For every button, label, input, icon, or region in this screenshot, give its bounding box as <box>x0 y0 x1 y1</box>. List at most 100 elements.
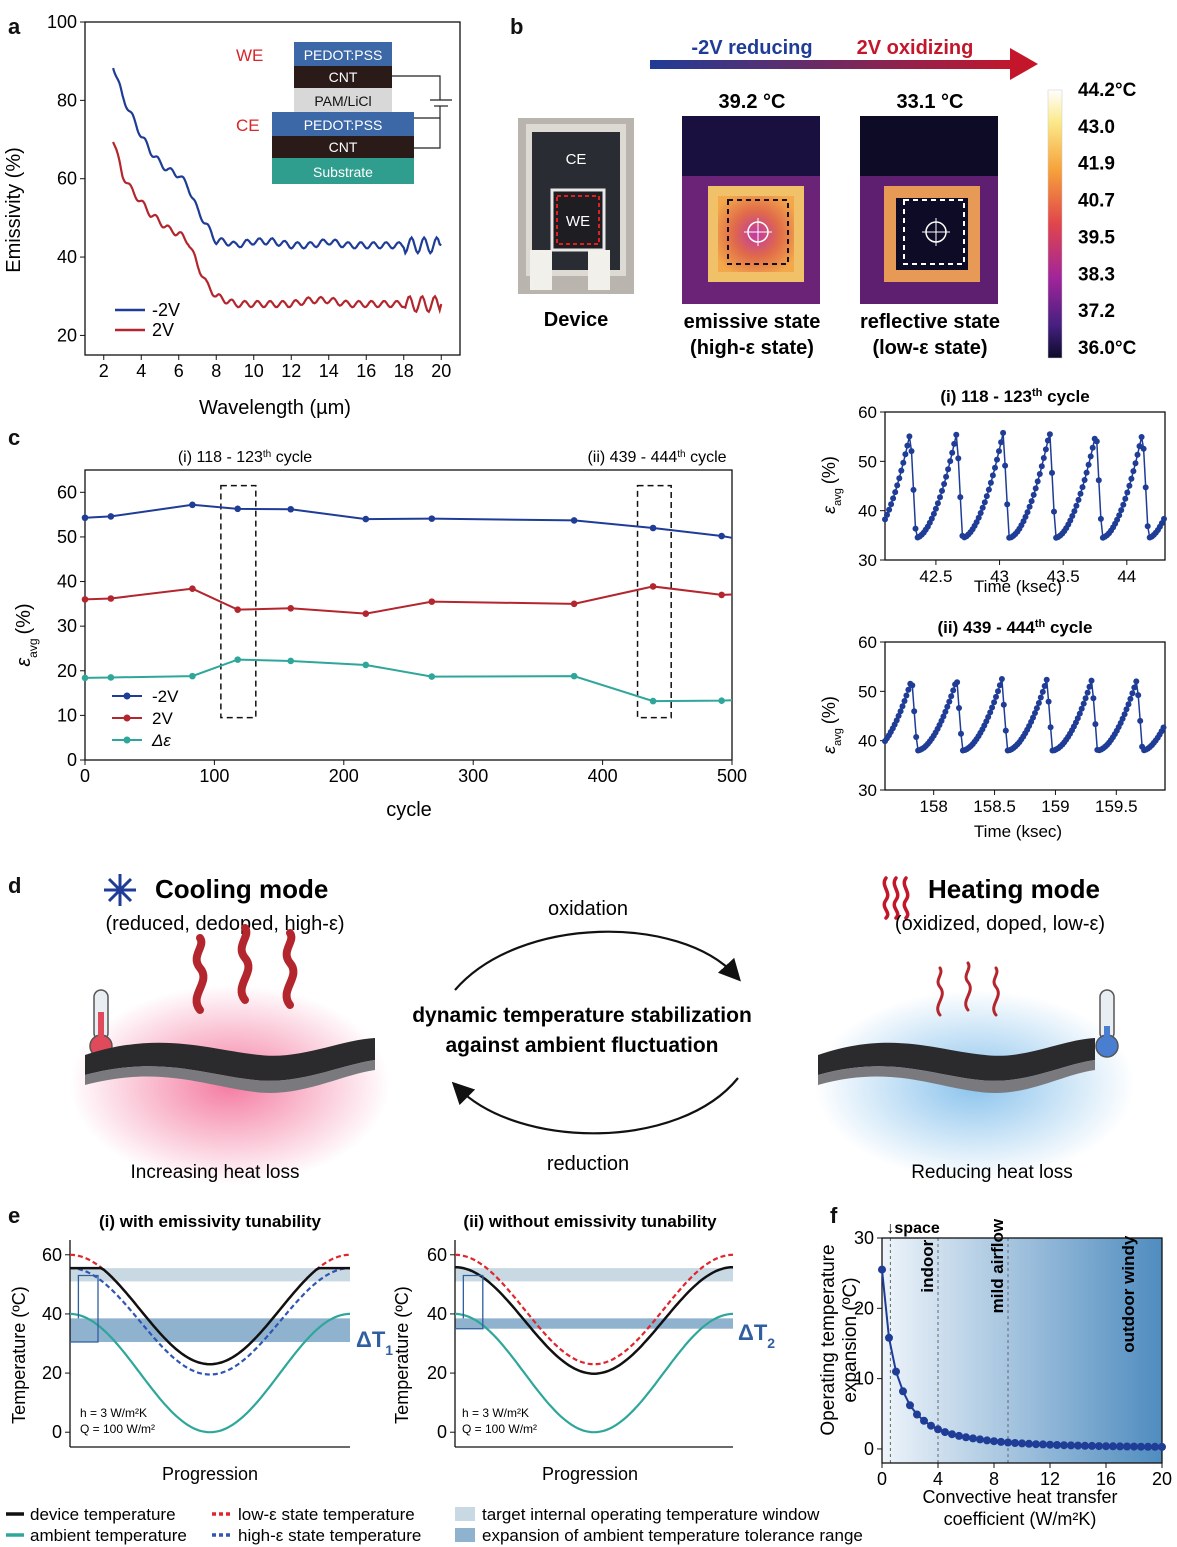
cycle-point <box>1077 490 1084 497</box>
legend-target-swatch <box>455 1507 475 1521</box>
x-tick-label: 6 <box>174 361 184 381</box>
cycle-point <box>904 442 911 449</box>
data-point <box>362 515 370 523</box>
cycle-point <box>903 692 910 699</box>
data-point <box>189 585 196 592</box>
cycle-point <box>909 682 916 689</box>
legend-expansion-swatch <box>455 1528 475 1542</box>
expansion-point <box>1011 1439 1019 1447</box>
series-line-pos2v <box>112 141 443 315</box>
cycle-point <box>1114 516 1121 523</box>
cycle-point <box>911 708 918 715</box>
e-ii-note-h: h = 3 W/m²K <box>462 1406 529 1420</box>
inset-layer-cnt-2-label: CNT <box>329 139 358 155</box>
data-point <box>81 514 89 522</box>
cycle-point <box>1067 517 1074 524</box>
cycle-point <box>908 448 915 455</box>
cycle-point <box>1134 451 1141 458</box>
expansion-point <box>1116 1442 1124 1451</box>
x-tick-label: 200 <box>329 766 359 786</box>
cycle-point <box>1041 683 1048 689</box>
data-point <box>428 515 436 522</box>
chart-c-legend: -2V 2V Δε <box>112 687 179 750</box>
cycle-point <box>1135 692 1142 699</box>
expansion-point <box>976 1435 984 1444</box>
cycle-point <box>1119 715 1126 722</box>
cycle-point <box>1124 489 1131 496</box>
inset-ii-title: (ii) 439 - 444th cycle <box>938 618 1093 637</box>
y-tick-label: 30 <box>854 1228 874 1248</box>
bottom-legend: device temperature low-ε state temperatu… <box>6 1505 863 1545</box>
cycle-point <box>1026 503 1033 510</box>
oxidation-arrow <box>454 930 741 991</box>
y-tick-label: 20 <box>57 661 77 681</box>
high-eps-line <box>69 1267 351 1376</box>
x-tick-label: 4 <box>136 361 146 381</box>
e-i-ylabel: Temperature (ºC) <box>9 1286 29 1424</box>
e-i-xlabel: Progression <box>162 1464 258 1484</box>
y-tick-label: 50 <box>57 527 77 547</box>
cycle-point <box>939 487 945 494</box>
cycle-point <box>1033 705 1040 712</box>
arrow-label-oxidizing: 2V oxidizing <box>857 37 974 59</box>
expansion-point <box>1032 1440 1040 1449</box>
cycle-point <box>989 704 996 711</box>
heat-wave-weak-icon <box>936 961 1000 1017</box>
inset-layer-pedot-1 <box>294 42 392 66</box>
y-tick-label: 60 <box>57 482 77 502</box>
cycle-point <box>981 499 988 506</box>
chart-e: (i) with emissivity tunability (ii) with… <box>9 1212 775 1484</box>
x-tick-label: 44 <box>1117 567 1136 586</box>
film-cooling-edge <box>85 1060 375 1093</box>
delta-t2: ΔT2 <box>738 1320 775 1351</box>
f-ylabel-2: expansion (ºC) <box>840 1277 861 1402</box>
data-point <box>570 672 578 680</box>
expansion-point <box>913 1410 921 1419</box>
x-tick-label: 0 <box>877 1469 887 1489</box>
chart-c-annot-i: (i) 118 - 123th cycle <box>178 449 312 467</box>
data-point <box>362 661 370 669</box>
cycle-point <box>1133 678 1140 685</box>
emissive-caption-1: emissive state <box>684 311 821 333</box>
x-tick-label: 20 <box>431 361 451 381</box>
heat-wave-strong-icon <box>192 924 298 1014</box>
data-point <box>570 517 578 524</box>
panel-label-a: a <box>8 14 21 39</box>
thermal-image-emissive <box>682 116 820 304</box>
cycle-point <box>1126 482 1133 489</box>
figure-b: -2V reducing 2V oxidizing CE WE Device 3… <box>518 37 1137 359</box>
cycle-point <box>1095 477 1102 484</box>
x-tick-label: 8 <box>211 361 221 381</box>
expansion-point <box>1130 1442 1138 1451</box>
device-line <box>454 1265 734 1375</box>
heating-sub: (oxidized, doped, low-ε) <box>895 913 1105 935</box>
cycle-point <box>1035 700 1042 706</box>
cycle-point <box>912 525 919 532</box>
cycle-point <box>893 717 900 724</box>
oxidation-label: oxidation <box>548 898 628 920</box>
cycle-point <box>983 493 990 500</box>
expansion-point <box>1004 1438 1012 1447</box>
y-tick-label: 0 <box>437 1422 447 1442</box>
y-tick-label: 30 <box>57 616 77 636</box>
cycle-point <box>1120 501 1127 508</box>
tolerance-bracket <box>455 1274 484 1330</box>
cycle-point <box>1161 515 1167 522</box>
cycle-point <box>1049 469 1055 476</box>
cycle-point <box>1039 688 1046 695</box>
x-tick-label: 0 <box>80 766 90 786</box>
plot-frame <box>884 641 1166 791</box>
legend-c-neg2v: -2V <box>152 687 179 706</box>
cycle-point <box>1069 513 1076 519</box>
cycle-point <box>1140 445 1147 452</box>
data-point <box>81 674 89 682</box>
cooling-sub: (reduced, dedoped, high-ε) <box>105 913 344 935</box>
x-tick-label: 43 <box>990 567 1009 586</box>
device-ce-label: CE <box>566 151 587 168</box>
y-tick-label: 80 <box>57 90 77 110</box>
colorbar <box>1047 89 1063 359</box>
inset-ii-xlabel: Time (ksec) <box>974 822 1062 841</box>
chart-f: ↓space indoor mild airflow outdoor windy 0 4 8… <box>818 1218 1172 1529</box>
inset-wire-ce-2 <box>414 118 441 149</box>
center-text-1: dynamic temperature stabilization <box>412 1004 752 1027</box>
